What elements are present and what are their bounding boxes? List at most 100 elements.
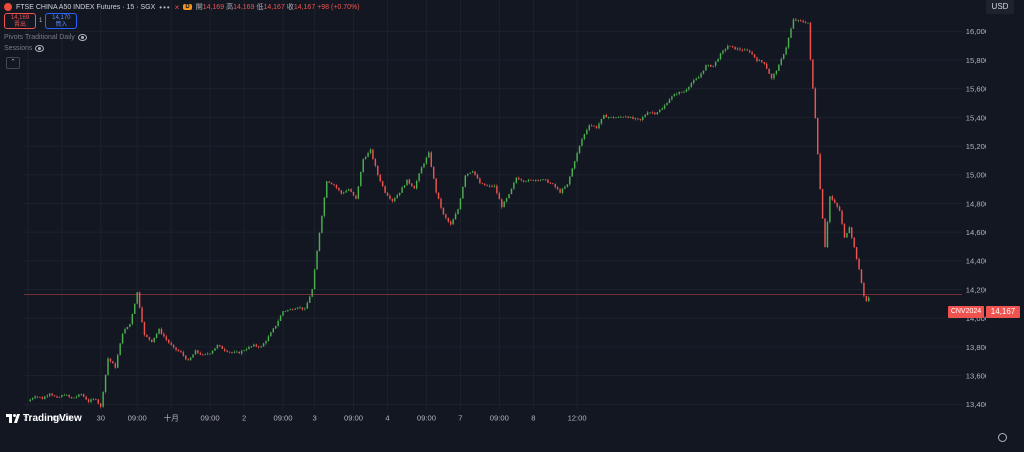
candle-body (350, 189, 352, 192)
candle-body (340, 190, 343, 194)
buy-button[interactable]: 14,170 買入 (45, 13, 78, 29)
candle-body (44, 396, 46, 400)
currency-button[interactable]: USD (986, 0, 1014, 14)
candle-body (323, 197, 326, 216)
y-tick-label: 13,400 (966, 400, 986, 409)
x-tick-label: 12:00 (568, 413, 587, 422)
candle-body (194, 350, 197, 355)
candle-body (304, 308, 306, 310)
candle-body (474, 171, 476, 175)
candle-body (209, 353, 211, 355)
y-tick-label: 15,400 (966, 113, 986, 122)
candle-body (206, 353, 209, 355)
candle-body (751, 52, 753, 55)
candle-body (228, 351, 231, 353)
candle-body (532, 180, 535, 181)
candle-body (510, 188, 513, 195)
candle-body (513, 182, 515, 189)
candle-body (722, 50, 724, 54)
candle-body (834, 199, 836, 203)
candle-body (401, 187, 403, 193)
sell-button[interactable]: 14,169 賣出 (4, 13, 36, 29)
candle-body (347, 189, 350, 191)
x-axis: 27 09:00 30 09:00 十月 09:00 2 09:00 3 09:00 4 09:00 7… (24, 412, 587, 422)
candle-body (758, 60, 761, 62)
candle-body (637, 118, 639, 120)
candle-body (868, 297, 870, 302)
symbol-title[interactable]: FTSE CHINA A50 INDEX Futures · 15 · SGX (16, 3, 156, 11)
collapse-legend-button[interactable]: ⌃ (6, 57, 20, 69)
candle-body (744, 49, 746, 51)
tradingview-logo[interactable]: TradingView (6, 413, 82, 424)
close-icon[interactable]: × (174, 2, 180, 12)
candle-body (566, 184, 569, 187)
candle-body (581, 138, 583, 146)
candle-body (153, 337, 155, 343)
candle-body (73, 397, 75, 399)
candle-body (374, 159, 377, 166)
candle-body (700, 73, 702, 78)
candle-body (659, 109, 661, 113)
candle-body (680, 91, 683, 93)
candle-body (146, 334, 148, 337)
candle-body (292, 309, 294, 311)
candle-body (255, 344, 258, 347)
candle-body (394, 198, 396, 202)
more-icon[interactable]: ••• (159, 2, 171, 12)
x-tick-label: 27 (24, 413, 32, 422)
x-tick-label: 4 (385, 413, 390, 422)
candle-body (649, 112, 651, 114)
candle-body (661, 108, 663, 110)
price-chart[interactable]: 16,000 15,800 15,600 15,400 15,200 15,000 14,8… (0, 0, 986, 430)
candle-body (848, 227, 851, 234)
candle-body (92, 399, 95, 400)
candle-body (853, 237, 855, 248)
candle-body (590, 125, 593, 127)
candle-body (301, 307, 304, 310)
candle-body (180, 351, 182, 353)
candle-body (411, 183, 413, 187)
candle-body (851, 227, 853, 238)
indicator-sessions[interactable]: Sessions (4, 45, 45, 52)
eye-icon[interactable] (35, 45, 45, 52)
candle-body (428, 152, 430, 158)
candle-body (824, 218, 826, 248)
y-tick-label: 15,600 (966, 85, 986, 94)
candle-body (321, 215, 323, 233)
candle-body (462, 186, 464, 199)
candle-body (75, 396, 78, 398)
eye-icon[interactable] (77, 34, 87, 41)
candle-body (112, 361, 114, 364)
candle-body (724, 49, 727, 51)
candle-body (714, 61, 717, 66)
candle-body (70, 396, 73, 399)
indicator-pivots[interactable]: Pivots Traditional Daily (4, 34, 87, 41)
candle-body (270, 332, 272, 337)
candle-body (547, 179, 549, 183)
candle-body (617, 116, 620, 118)
settings-gear-icon[interactable] (998, 433, 1007, 442)
candle-body (663, 105, 666, 109)
candle-body (221, 346, 223, 349)
candle-body (163, 333, 165, 337)
candle-body (858, 258, 860, 270)
candle-body (826, 222, 829, 248)
candle-body (693, 80, 695, 84)
candle-body (245, 349, 248, 351)
candle-body (214, 348, 216, 351)
flag-icon (4, 3, 12, 11)
candle-body (238, 351, 240, 354)
candle-body (357, 186, 360, 199)
candle-body (46, 395, 48, 397)
y-tick-label: 16,000 (966, 27, 986, 36)
candle-body (367, 152, 369, 158)
candle-body (620, 116, 622, 118)
y-tick-label: 14,800 (966, 199, 986, 208)
candle-body (335, 185, 338, 188)
ohlc-values: 開14,169 高14,169 低14,167 收14,167 +98 (+0.… (195, 4, 360, 11)
candle-body (865, 295, 868, 302)
candle-body (170, 342, 172, 345)
candle-body (360, 171, 362, 187)
candle-body (484, 183, 486, 186)
candle-body (756, 57, 758, 62)
